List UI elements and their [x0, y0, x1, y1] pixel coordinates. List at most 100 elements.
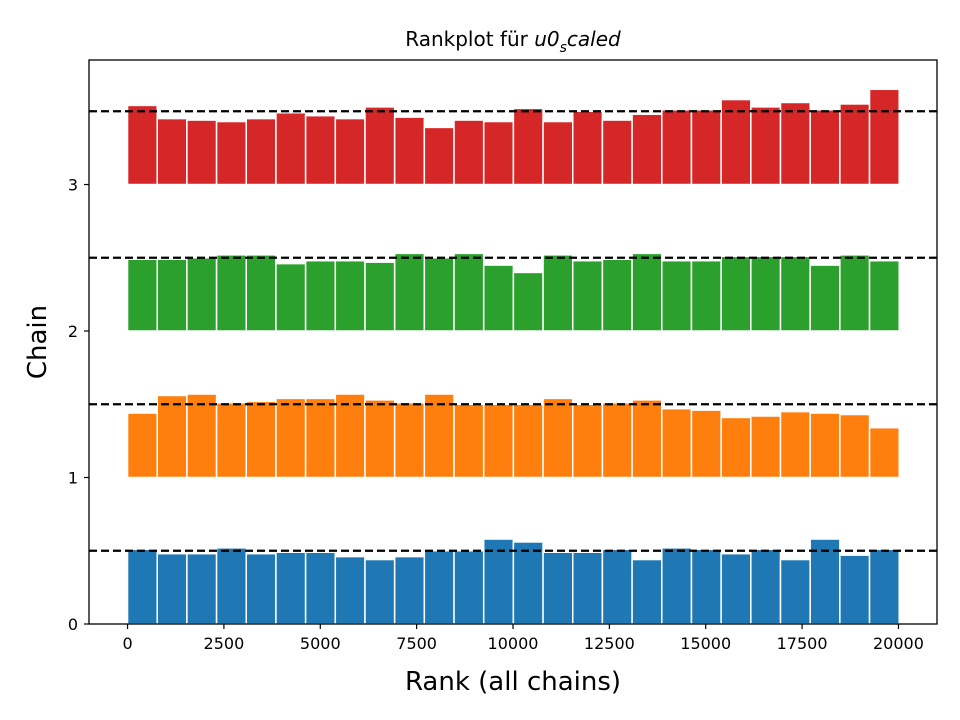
y-tick-label: 3 — [68, 176, 78, 195]
rank-bar-chain-1 — [868, 426, 900, 479]
rank-bar-chain-0 — [512, 541, 544, 625]
rank-bar-chain-3 — [661, 109, 693, 186]
rank-bar-chain-0 — [720, 552, 752, 625]
chart-title-math-subscript: s — [560, 40, 567, 56]
rank-bar-chain-1 — [512, 403, 544, 479]
rank-bar-chain-1 — [631, 399, 663, 479]
chart-title: Rankplot für u0scaled — [405, 27, 621, 56]
rank-bar-chain-3 — [601, 119, 633, 186]
rank-bar-chain-2 — [275, 262, 307, 332]
chart-title-text: Rankplot für — [405, 27, 534, 51]
rank-bar-chain-1 — [186, 393, 218, 479]
rank-bar-chain-3 — [779, 101, 811, 186]
rank-bar-chain-1 — [304, 397, 337, 479]
rank-bar-chain-0 — [690, 548, 722, 625]
rank-bar-chain-1 — [690, 409, 722, 479]
rank-bar-chain-3 — [423, 126, 455, 186]
rank-bar-chain-3 — [868, 88, 900, 186]
rank-bar-chain-3 — [364, 106, 396, 186]
rank-bar-chain-0 — [156, 552, 188, 625]
rank-bar-chain-0 — [334, 555, 366, 625]
rank-bar-chain-2 — [750, 255, 782, 332]
rank-bar-chain-0 — [601, 548, 633, 625]
rank-bar-chain-2 — [661, 259, 693, 332]
rank-bar-chain-2 — [482, 264, 515, 332]
rank-bar-chain-3 — [690, 109, 722, 186]
rank-bar-chain-1 — [542, 397, 574, 479]
x-axis-label: Rank (all chains) — [405, 667, 621, 697]
rank-bar-chain-0 — [571, 551, 604, 625]
y-axis-ticks: 0 1 2 3 — [68, 176, 89, 634]
rank-bar-chain-1 — [245, 400, 277, 479]
rank-bar-chain-1 — [423, 393, 455, 479]
rank-bar-chain-0 — [868, 548, 900, 625]
rank-bar-chain-0 — [126, 548, 158, 625]
rank-bar-chain-0 — [809, 538, 841, 625]
rank-bar-chain-0 — [631, 558, 663, 625]
rank-bar-chain-2 — [868, 259, 900, 332]
rank-bar-chain-1 — [779, 410, 811, 479]
rank-bar-chain-2 — [839, 254, 871, 332]
rank-bar-chain-3 — [750, 106, 782, 186]
rank-bar-chain-1 — [750, 415, 782, 479]
x-tick-label: 10000 — [488, 634, 539, 653]
y-tick-label: 0 — [68, 615, 78, 634]
rank-bar-chain-2 — [809, 264, 841, 332]
rank-bar-chain-3 — [453, 119, 485, 186]
rank-bar-chain-3 — [542, 120, 574, 186]
chart-title-math: u0 — [534, 27, 559, 51]
rank-bar-chain-1 — [126, 412, 158, 479]
rank-bar-chain-1 — [720, 416, 752, 479]
rank-bar-chain-3 — [215, 120, 248, 186]
rank-bar-chain-1 — [334, 393, 366, 479]
rank-bar-chain-2 — [156, 258, 188, 332]
rank-bar-chain-0 — [364, 558, 396, 625]
rank-bar-chain-1 — [809, 412, 841, 479]
y-tick-label: 1 — [68, 469, 78, 488]
rank-bar-chain-3 — [482, 120, 515, 186]
rank-bar-chain-3 — [334, 117, 366, 186]
rank-bar-chain-3 — [512, 107, 544, 186]
rank-bar-chain-3 — [720, 98, 752, 186]
rank-bar-chain-0 — [186, 552, 218, 625]
rank-bar-chain-1 — [453, 403, 485, 479]
rank-bar-chain-2 — [631, 252, 663, 332]
x-tick-label: 0 — [122, 634, 132, 653]
x-axis-ticks: 0 2500 5000 7500 10000 12500 15000 17500 20000 — [122, 624, 924, 653]
rank-bar-chain-3 — [304, 114, 337, 186]
rank-bar-chain-2 — [245, 254, 277, 332]
rank-bar-chain-2 — [334, 259, 366, 332]
rank-bar-chain-0 — [661, 547, 693, 625]
chart-title-math-rest: caled — [567, 27, 621, 51]
x-tick-label: 12500 — [584, 634, 635, 653]
rank-bar-chain-2 — [186, 257, 218, 332]
rank-bar-chain-0 — [215, 547, 248, 625]
rank-bar-chain-3 — [571, 110, 604, 186]
x-tick-label: 20000 — [873, 634, 924, 653]
rank-bar-chain-1 — [215, 402, 248, 479]
rank-bar-chain-0 — [839, 554, 871, 625]
rank-bar-chain-1 — [275, 397, 307, 479]
rank-bar-chain-2 — [720, 255, 752, 332]
rank-bar-chain-3 — [631, 113, 663, 186]
rank-bar-chain-3 — [809, 109, 841, 186]
x-tick-label: 17500 — [777, 634, 828, 653]
x-tick-label: 2500 — [204, 634, 245, 653]
rank-bar-chain-0 — [453, 550, 485, 625]
plot-area — [89, 88, 937, 625]
rank-bar-chain-0 — [482, 538, 515, 625]
rank-bar-chain-0 — [275, 551, 307, 625]
rank-bar-chain-2 — [512, 271, 544, 332]
y-axis-label: Chain — [23, 305, 53, 379]
rank-bar-chain-1 — [364, 399, 396, 479]
x-tick-label: 15000 — [680, 634, 731, 653]
rank-bar-chain-3 — [393, 116, 426, 186]
rank-bar-chain-0 — [542, 551, 574, 625]
rank-bar-chain-2 — [601, 258, 633, 332]
plot-frame — [88, 59, 938, 625]
rank-bar-chain-2 — [423, 257, 455, 332]
x-tick-label: 7500 — [396, 634, 437, 653]
x-tick-label: 5000 — [300, 634, 341, 653]
rank-bar-chain-1 — [482, 403, 515, 479]
